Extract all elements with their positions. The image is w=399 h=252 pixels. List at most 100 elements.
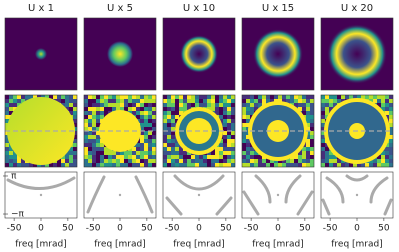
noise-pixel [112, 151, 116, 155]
noise-pixel [242, 123, 246, 127]
noise-pixel [108, 155, 112, 159]
noise-pixel [262, 159, 266, 163]
noise-pixel [191, 103, 195, 107]
noise-pixel [349, 95, 353, 99]
x-tick-label: 50 [62, 224, 74, 234]
noise-pixel [152, 123, 156, 127]
noise-pixel [140, 131, 144, 135]
noise-pixel [357, 163, 361, 167]
noise-pixel [171, 95, 175, 99]
noise-pixel [389, 103, 393, 107]
noise-pixel [254, 103, 258, 107]
noise-pixel [242, 147, 246, 151]
noise-pixel [73, 99, 77, 103]
noise-pixel [108, 95, 112, 99]
noise-pixel [306, 131, 310, 135]
noise-pixel [385, 99, 389, 103]
noise-pixel [175, 159, 179, 163]
noise-pixel [250, 111, 254, 115]
noise-pixel [278, 99, 282, 103]
noise-pixel [302, 151, 306, 155]
noise-pixel [321, 115, 325, 119]
noise-pixel [195, 95, 199, 99]
noise-pixel [92, 159, 96, 163]
noise-pixel [389, 123, 393, 127]
noise-pixel [246, 107, 250, 111]
noise-pixel [246, 95, 250, 99]
noise-pixel [211, 95, 215, 99]
noise-pixel [96, 143, 100, 147]
noise-pixel [227, 159, 231, 163]
noise-pixel [17, 95, 21, 99]
noise-pixel [258, 99, 262, 103]
noise-pixel [369, 163, 373, 167]
noise-pixel [140, 155, 144, 159]
noise-pixel [381, 107, 385, 111]
noise-pixel [223, 111, 227, 115]
noise-pixel [353, 163, 357, 167]
noise-pixel [116, 95, 120, 99]
noise-pixel [385, 155, 389, 159]
noise-pixel [294, 163, 298, 167]
noise-pixel [140, 163, 144, 167]
noise-pixel [96, 127, 100, 131]
noise-pixel [195, 99, 199, 103]
noise-pixel [104, 147, 108, 151]
noise-pixel [171, 155, 175, 159]
noise-pixel [254, 95, 258, 99]
noise-pixel [325, 99, 329, 103]
noise-pixel [152, 147, 156, 151]
noise-pixel [136, 143, 140, 147]
noise-pixel [199, 99, 203, 103]
phase-frame [241, 94, 315, 168]
noise-pixel [306, 115, 310, 119]
noise-pixel [231, 159, 235, 163]
noise-pixel [175, 163, 179, 167]
noise-pixel [325, 147, 329, 151]
noise-pixel [171, 135, 175, 139]
noise-pixel [73, 159, 77, 163]
noise-pixel [132, 103, 136, 107]
noise-pixel [96, 151, 100, 155]
noise-pixel [215, 107, 219, 111]
noise-pixel [266, 159, 270, 163]
noise-pixel [219, 99, 223, 103]
phase-frame [320, 94, 394, 168]
noise-pixel [250, 107, 254, 111]
noise-pixel [65, 107, 69, 111]
noise-pixel [298, 95, 302, 99]
noise-pixel [171, 111, 175, 115]
noise-pixel [45, 95, 49, 99]
noise-pixel [100, 147, 104, 151]
noise-pixel [306, 139, 310, 143]
noise-pixel [171, 143, 175, 147]
noise-pixel [191, 155, 195, 159]
noise-pixel [377, 95, 381, 99]
phase-frame [83, 94, 157, 168]
noise-pixel [258, 103, 262, 107]
noise-pixel [298, 107, 302, 111]
noise-pixel [211, 103, 215, 107]
noise-pixel [148, 127, 152, 131]
noise-pixel [231, 139, 235, 143]
x-tick-label: 0 [38, 224, 44, 234]
noise-pixel [124, 163, 128, 167]
noise-pixel [357, 95, 361, 99]
noise-pixel [167, 95, 171, 99]
noise-pixel [302, 111, 306, 115]
x-tick-label: 0 [117, 224, 123, 234]
noise-pixel [84, 147, 88, 151]
noise-pixel [187, 95, 191, 99]
noise-pixel [100, 151, 104, 155]
noise-pixel [112, 95, 116, 99]
noise-pixel [73, 131, 77, 135]
noise-pixel [144, 139, 148, 143]
noise-pixel [163, 111, 167, 115]
noise-pixel [306, 103, 310, 107]
noise-pixel [21, 95, 25, 99]
noise-pixel [140, 147, 144, 151]
noise-pixel [262, 95, 266, 99]
noise-pixel [242, 99, 246, 103]
noise-pixel [294, 95, 298, 99]
noise-pixel [120, 103, 124, 107]
